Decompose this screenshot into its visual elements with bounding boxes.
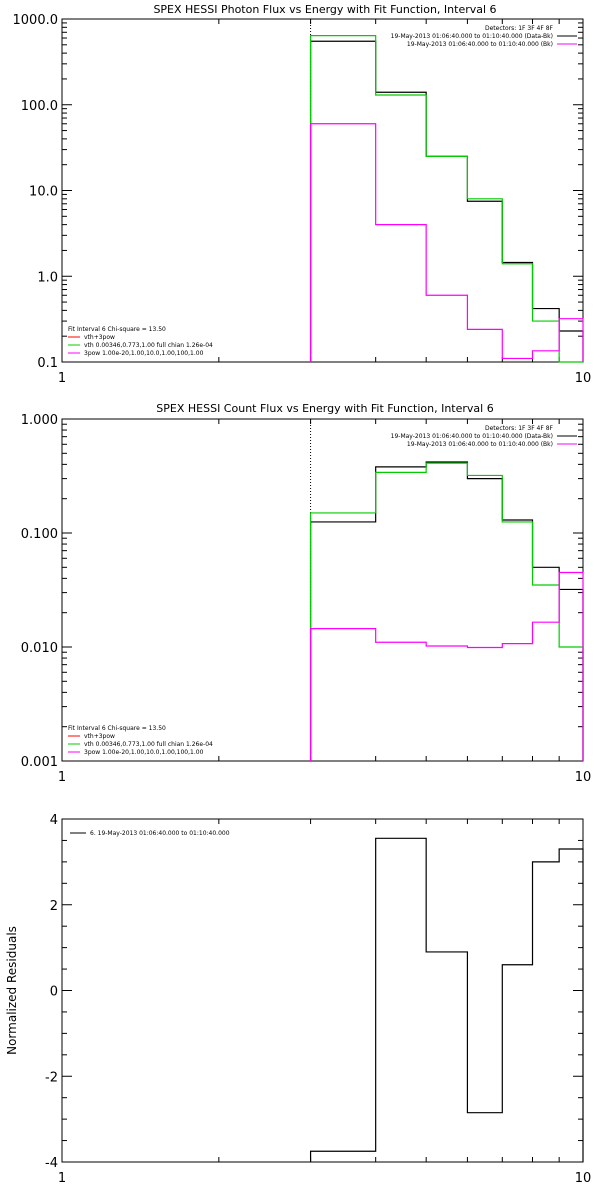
- y-tick-label: 0.010: [21, 641, 58, 656]
- x-tick-label: 10: [575, 371, 592, 386]
- y-axis-label: Normalized Residuals: [5, 926, 19, 1055]
- y-tick-label: 0.100: [21, 527, 58, 542]
- series-line: [309, 40, 584, 362]
- y-tick-label: -4: [45, 1156, 58, 1171]
- legend-text: Detectors: 1F 3F 4F 8F: [485, 25, 554, 32]
- legend-text: 19-May-2013 01:06:40.000 to 01:10:40.000…: [391, 33, 553, 40]
- count-flux-panel: SPEX HESSI Count Flux vs Energy with Fit…: [21, 402, 591, 785]
- y-tick-label: 1.0: [37, 270, 58, 285]
- y-tick-label: 10.0: [29, 185, 58, 200]
- x-tick-label: 1: [58, 371, 66, 386]
- series-line: [309, 35, 583, 363]
- y-tick-label: 4: [50, 813, 58, 828]
- x-tick-label: 1: [58, 1171, 66, 1186]
- x-tick-label: 10: [575, 1171, 592, 1186]
- legend-text: vth 0.00346,0.773,1.00 full chian 1.26e-…: [84, 342, 213, 349]
- series-line: [309, 462, 584, 761]
- legend-text: 3pow 1.00e-20,1.00,10.0,1.00,100,1.00: [84, 350, 204, 357]
- y-tick-label: 1.000: [21, 413, 58, 428]
- legend-text: Detectors: 1F 3F 4F 8F: [485, 425, 554, 432]
- legend-text: 19-May-2013 01:06:40.000 to 01:10:40.000…: [407, 441, 553, 448]
- y-tick-label: 2: [50, 899, 58, 914]
- x-tick-label: 10: [575, 770, 592, 785]
- y-tick-label: 0.001: [21, 755, 58, 770]
- chart-title: SPEX HESSI Count Flux vs Energy with Fit…: [156, 402, 493, 415]
- legend-text: vth 0.00346,0.773,1.00 full chian 1.26e-…: [84, 741, 213, 748]
- plot-frame: [61, 418, 584, 762]
- chart-title: SPEX HESSI Photon Flux vs Energy with Fi…: [153, 3, 496, 16]
- legend-text: 19-May-2013 01:06:40.000 to 01:10:40.000…: [407, 41, 553, 48]
- residuals-panel: Normalized Residuals 1 10 -4 -2 0 2 4 6. 19-May…: [5, 813, 591, 1186]
- legend-text: vth+3pow: [84, 334, 115, 341]
- y-tick-label: 0.1: [37, 356, 58, 371]
- legend-text: vth+3pow: [84, 733, 115, 740]
- photon-flux-panel: SPEX HESSI Photon Flux vs Energy with Fi…: [13, 3, 592, 386]
- y-tick-label: 0: [50, 985, 58, 1000]
- y-tick-label: 1000.0: [13, 13, 59, 28]
- series-line: [309, 461, 584, 761]
- legend-header: Fit Interval 6 Chi-square = 13.50: [68, 326, 166, 333]
- legend-text: 19-May-2013 01:06:40.000 to 01:10:40.000…: [391, 433, 553, 440]
- series-line: [309, 571, 584, 761]
- count-flux-plot: 1 10 0.001 0.010 0.100 1.000 Detectors: 1F 3F …: [21, 413, 591, 785]
- y-tick-label: -2: [45, 1070, 58, 1085]
- plot-frame: [61, 818, 584, 1163]
- series-line: [309, 837, 584, 1162]
- photon-flux-plot: 1 10 0.1 1.0 10.0 100.0 1000.0 Detectors: 1F 3F…: [13, 13, 592, 386]
- legend-text: 6. 19-May-2013 01:06:40.000 to 01:10:40.…: [90, 830, 230, 837]
- x-tick-label: 1: [58, 770, 66, 785]
- legend-text: 3pow 1.00e-20,1.00,10.0,1.00,100,1.00: [84, 749, 204, 756]
- y-tick-label: 100.0: [21, 99, 58, 114]
- plot-frame: [61, 18, 584, 363]
- series-line: [309, 123, 584, 362]
- legend-header: Fit Interval 6 Chi-square = 13.50: [68, 725, 166, 732]
- residuals-plot: 1 10 -4 -2 0 2 4 6. 19-May-2013 01:06:40.000 to…: [45, 813, 591, 1186]
